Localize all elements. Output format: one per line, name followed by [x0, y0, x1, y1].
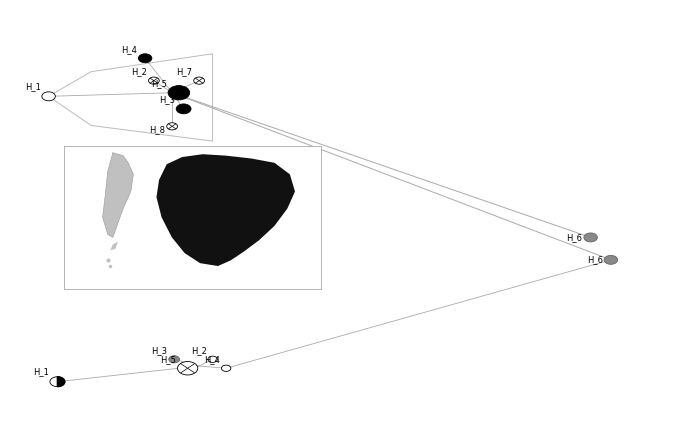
- Text: H_1: H_1: [32, 367, 49, 376]
- Text: H_4: H_4: [121, 45, 137, 54]
- Polygon shape: [57, 377, 65, 387]
- Text: H_4: H_4: [204, 355, 220, 364]
- Text: H_6: H_6: [587, 255, 603, 264]
- Text: H_2: H_2: [131, 67, 147, 76]
- Circle shape: [208, 356, 217, 362]
- Circle shape: [138, 54, 152, 63]
- Polygon shape: [157, 154, 295, 266]
- Text: H_3: H_3: [159, 95, 175, 104]
- Circle shape: [194, 77, 205, 84]
- Circle shape: [169, 356, 180, 363]
- Circle shape: [178, 362, 198, 375]
- Circle shape: [176, 104, 191, 114]
- Circle shape: [50, 377, 65, 387]
- Circle shape: [168, 86, 190, 100]
- Circle shape: [221, 365, 231, 371]
- Text: H_5: H_5: [151, 79, 167, 88]
- Circle shape: [148, 77, 159, 84]
- Circle shape: [167, 123, 178, 130]
- Text: H_1: H_1: [24, 82, 40, 91]
- Text: H_7: H_7: [176, 67, 192, 76]
- Text: H_6: H_6: [566, 233, 583, 242]
- Text: H_2: H_2: [190, 346, 207, 355]
- Polygon shape: [110, 241, 118, 250]
- Circle shape: [604, 255, 618, 264]
- Circle shape: [584, 233, 597, 242]
- Text: H_5: H_5: [160, 355, 176, 364]
- Polygon shape: [103, 153, 134, 237]
- Circle shape: [42, 92, 55, 101]
- Text: H_8: H_8: [149, 125, 165, 134]
- Text: H_3: H_3: [151, 346, 167, 355]
